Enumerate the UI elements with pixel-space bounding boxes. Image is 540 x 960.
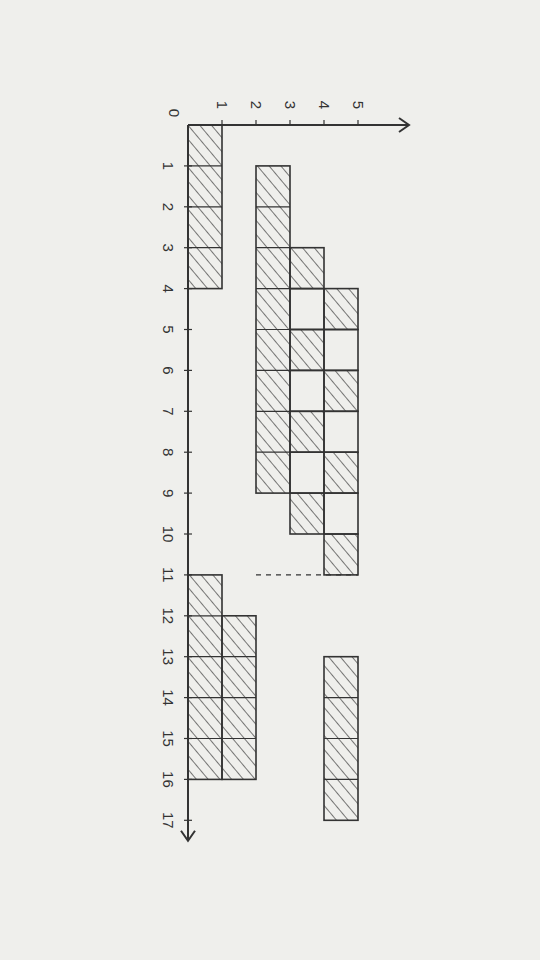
cell-divider — [256, 370, 290, 371]
bar — [222, 616, 256, 780]
bar — [324, 330, 358, 371]
tick-label: 4 — [160, 284, 177, 292]
tick-label: 7 — [160, 407, 177, 415]
tick-label: 12 — [160, 607, 177, 624]
bar — [290, 452, 324, 493]
tick-label: 8 — [160, 448, 177, 456]
cell-divider — [222, 656, 256, 657]
tick — [184, 206, 192, 207]
cell-divider — [324, 779, 358, 780]
tick — [184, 411, 192, 412]
tick-label: 0 — [166, 109, 183, 117]
cell-divider — [188, 697, 222, 698]
tick-label: 5 — [350, 101, 367, 109]
tick — [184, 288, 192, 289]
cell-divider — [188, 247, 222, 248]
tick — [221, 120, 222, 125]
tick — [323, 120, 324, 125]
tick — [357, 120, 358, 125]
tick — [184, 574, 192, 575]
tick-label: 16 — [160, 771, 177, 788]
bar — [324, 493, 358, 534]
cell-divider — [188, 656, 222, 657]
tick — [184, 738, 192, 739]
tick — [184, 452, 192, 453]
cell-divider — [188, 615, 222, 616]
value-arrow — [399, 118, 409, 132]
bar — [256, 166, 290, 493]
tick-label: 11 — [160, 567, 177, 583]
bar — [324, 411, 358, 452]
tick — [184, 247, 192, 248]
tick-label: 1 — [214, 101, 231, 109]
paper — [0, 0, 540, 960]
cell-divider — [222, 738, 256, 739]
bars — [188, 125, 358, 820]
time-axis — [187, 125, 189, 841]
bar — [324, 452, 358, 493]
tick — [184, 370, 192, 371]
tick — [184, 329, 192, 330]
tick — [184, 820, 192, 821]
tick-label: 14 — [160, 689, 177, 706]
bar — [290, 370, 324, 411]
bar — [324, 289, 358, 330]
bar — [290, 330, 324, 371]
tick — [184, 697, 192, 698]
tick-label: 13 — [160, 648, 177, 665]
cell-divider — [188, 738, 222, 739]
bar — [324, 534, 358, 575]
cell-divider — [324, 738, 358, 739]
cell-divider — [188, 165, 222, 166]
time-arrow — [181, 831, 195, 841]
tick — [184, 656, 192, 657]
tick-label: 17 — [160, 812, 177, 829]
tick-label: 4 — [316, 101, 333, 109]
cell-divider — [256, 452, 290, 453]
bar — [324, 657, 358, 821]
tick-label: 9 — [160, 489, 177, 497]
tick-label: 2 — [160, 203, 177, 211]
bar — [290, 248, 324, 289]
cell-divider — [324, 697, 358, 698]
bar — [188, 575, 222, 780]
tick-label: 10 — [160, 526, 177, 543]
chart: 0123456789101112131415161712345 — [0, 0, 540, 960]
cell-divider — [256, 247, 290, 248]
cell-divider — [256, 411, 290, 412]
bar — [290, 493, 324, 534]
tick — [289, 120, 290, 125]
tick-label: 3 — [282, 101, 299, 109]
cell-divider — [256, 206, 290, 207]
tick-label: 5 — [160, 325, 177, 333]
tick — [184, 615, 192, 616]
cell-divider — [256, 288, 290, 289]
tick-label: 1 — [160, 162, 177, 170]
tick — [184, 779, 192, 780]
bar — [290, 289, 324, 330]
tick — [255, 120, 256, 125]
dashed-line — [256, 574, 358, 575]
tick — [184, 533, 192, 534]
tick-label: 2 — [248, 101, 265, 109]
cell-divider — [188, 206, 222, 207]
tick-label: 6 — [160, 366, 177, 374]
bar — [290, 411, 324, 452]
value-axis — [188, 124, 409, 126]
tick-label: 15 — [160, 730, 177, 747]
tick-label: 3 — [159, 244, 176, 252]
tick — [184, 165, 192, 166]
bar — [188, 125, 222, 289]
tick — [184, 493, 192, 494]
bar — [324, 370, 358, 411]
cell-divider — [222, 697, 256, 698]
cell-divider — [256, 329, 290, 330]
